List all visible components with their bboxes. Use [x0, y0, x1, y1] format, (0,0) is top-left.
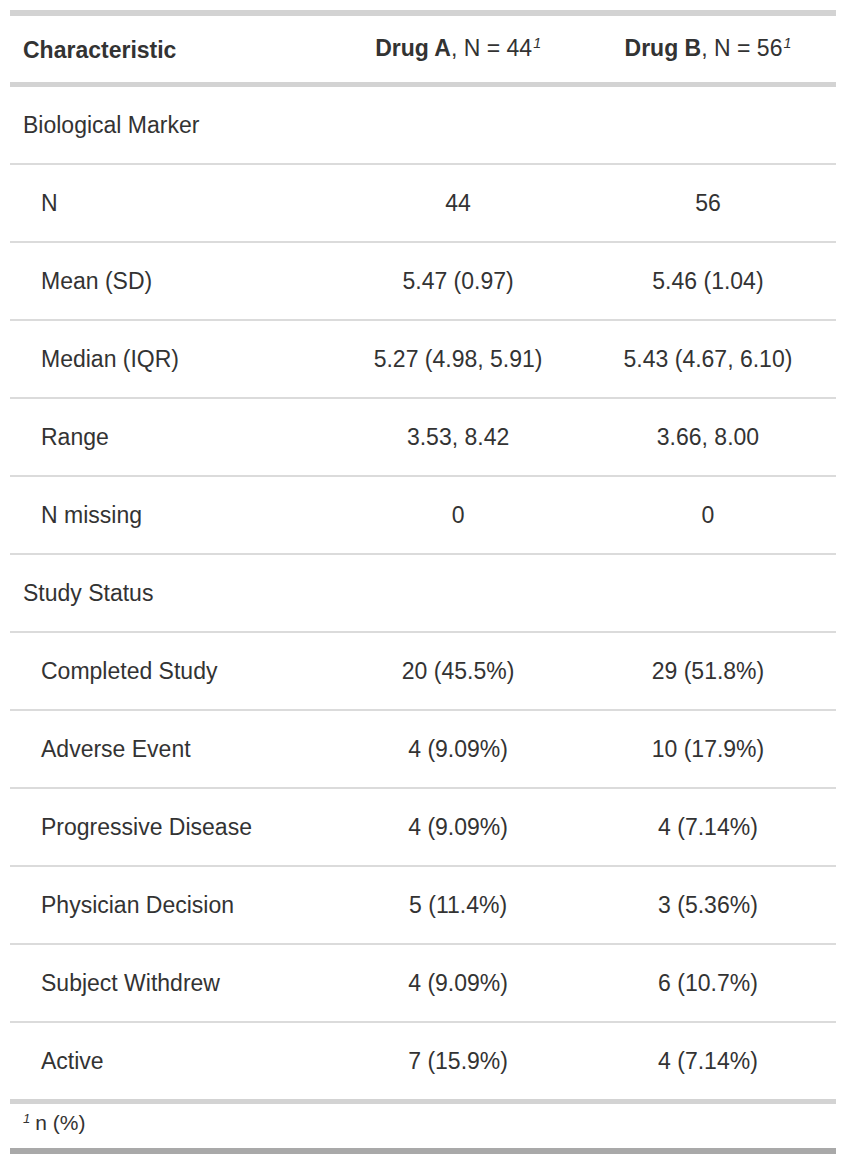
- table-row: Range3.53, 8.423.66, 8.00: [10, 398, 836, 476]
- cell-value: 4 (9.09%): [336, 710, 580, 788]
- row-label: N: [10, 164, 336, 242]
- cell-value: 4 (9.09%): [336, 944, 580, 1022]
- cell-value: [580, 554, 836, 632]
- cell-value: 4 (9.09%): [336, 788, 580, 866]
- table-row: Adverse Event4 (9.09%)10 (17.9%): [10, 710, 836, 788]
- cell-value: 7 (15.9%): [336, 1022, 580, 1102]
- row-label: Completed Study: [10, 632, 336, 710]
- cell-value: 4 (7.14%): [580, 1022, 836, 1102]
- table-row: N4456: [10, 164, 836, 242]
- table-row: Mean (SD)5.47 (0.97)5.46 (1.04): [10, 242, 836, 320]
- table-body: Biological MarkerN4456Mean (SD)5.47 (0.9…: [10, 85, 836, 1102]
- table-header: Characteristic Drug A, N = 441 Drug B, N…: [10, 13, 836, 85]
- drug-a-n: , N = 44: [451, 35, 532, 61]
- drug-b-name: Drug B: [625, 35, 702, 61]
- cell-value: 44: [336, 164, 580, 242]
- cell-value: 5.27 (4.98, 5.91): [336, 320, 580, 398]
- row-label: N missing: [10, 476, 336, 554]
- table-row: N missing00: [10, 476, 836, 554]
- table-row: Median (IQR)5.27 (4.98, 5.91)5.43 (4.67,…: [10, 320, 836, 398]
- cell-value: 5.43 (4.67, 6.10): [580, 320, 836, 398]
- footnote-row: 1 n (%): [10, 1102, 836, 1152]
- cell-value: 29 (51.8%): [580, 632, 836, 710]
- column-header-drug-a: Drug A, N = 441: [336, 13, 580, 85]
- cell-value: 5.46 (1.04): [580, 242, 836, 320]
- footnote-cell: 1 n (%): [10, 1102, 836, 1152]
- drug-a-name: Drug A: [375, 35, 451, 61]
- cell-value: [580, 85, 836, 165]
- cell-value: 56: [580, 164, 836, 242]
- table-group-row: Study Status: [10, 554, 836, 632]
- row-label: Adverse Event: [10, 710, 336, 788]
- row-label: Study Status: [10, 554, 336, 632]
- cell-value: 0: [580, 476, 836, 554]
- table-row: Active7 (15.9%)4 (7.14%): [10, 1022, 836, 1102]
- table-row: Completed Study20 (45.5%)29 (51.8%): [10, 632, 836, 710]
- footnote-mark: 1: [23, 1111, 30, 1126]
- cell-value: 3.66, 8.00: [580, 398, 836, 476]
- drug-b-n: , N = 56: [701, 35, 782, 61]
- table-row: Progressive Disease4 (9.09%)4 (7.14%): [10, 788, 836, 866]
- table-row: Subject Withdrew4 (9.09%)6 (10.7%): [10, 944, 836, 1022]
- row-label: Median (IQR): [10, 320, 336, 398]
- row-label: Physician Decision: [10, 866, 336, 944]
- cell-value: 0: [336, 476, 580, 554]
- row-label: Mean (SD): [10, 242, 336, 320]
- cell-value: 3.53, 8.42: [336, 398, 580, 476]
- cell-value: [336, 554, 580, 632]
- cell-value: 10 (17.9%): [580, 710, 836, 788]
- drug-a-footnote-mark: 1: [533, 35, 541, 51]
- table-group-row: Biological Marker: [10, 85, 836, 165]
- cell-value: [336, 85, 580, 165]
- cell-value: 5.47 (0.97): [336, 242, 580, 320]
- table-footer: 1 n (%): [10, 1102, 836, 1152]
- cell-value: 6 (10.7%): [580, 944, 836, 1022]
- row-label: Biological Marker: [10, 85, 336, 165]
- row-label: Subject Withdrew: [10, 944, 336, 1022]
- summary-table: Characteristic Drug A, N = 441 Drug B, N…: [10, 10, 836, 1154]
- row-label: Range: [10, 398, 336, 476]
- cell-value: 4 (7.14%): [580, 788, 836, 866]
- cell-value: 5 (11.4%): [336, 866, 580, 944]
- page: Characteristic Drug A, N = 441 Drug B, N…: [0, 0, 846, 1172]
- row-label: Active: [10, 1022, 336, 1102]
- header-row: Characteristic Drug A, N = 441 Drug B, N…: [10, 13, 836, 85]
- column-header-characteristic: Characteristic: [10, 13, 336, 85]
- table-row: Physician Decision5 (11.4%)3 (5.36%): [10, 866, 836, 944]
- column-header-drug-b: Drug B, N = 561: [580, 13, 836, 85]
- drug-b-footnote-mark: 1: [783, 35, 791, 51]
- cell-value: 3 (5.36%): [580, 866, 836, 944]
- cell-value: 20 (45.5%): [336, 632, 580, 710]
- row-label: Progressive Disease: [10, 788, 336, 866]
- footnote-text: n (%): [35, 1111, 85, 1134]
